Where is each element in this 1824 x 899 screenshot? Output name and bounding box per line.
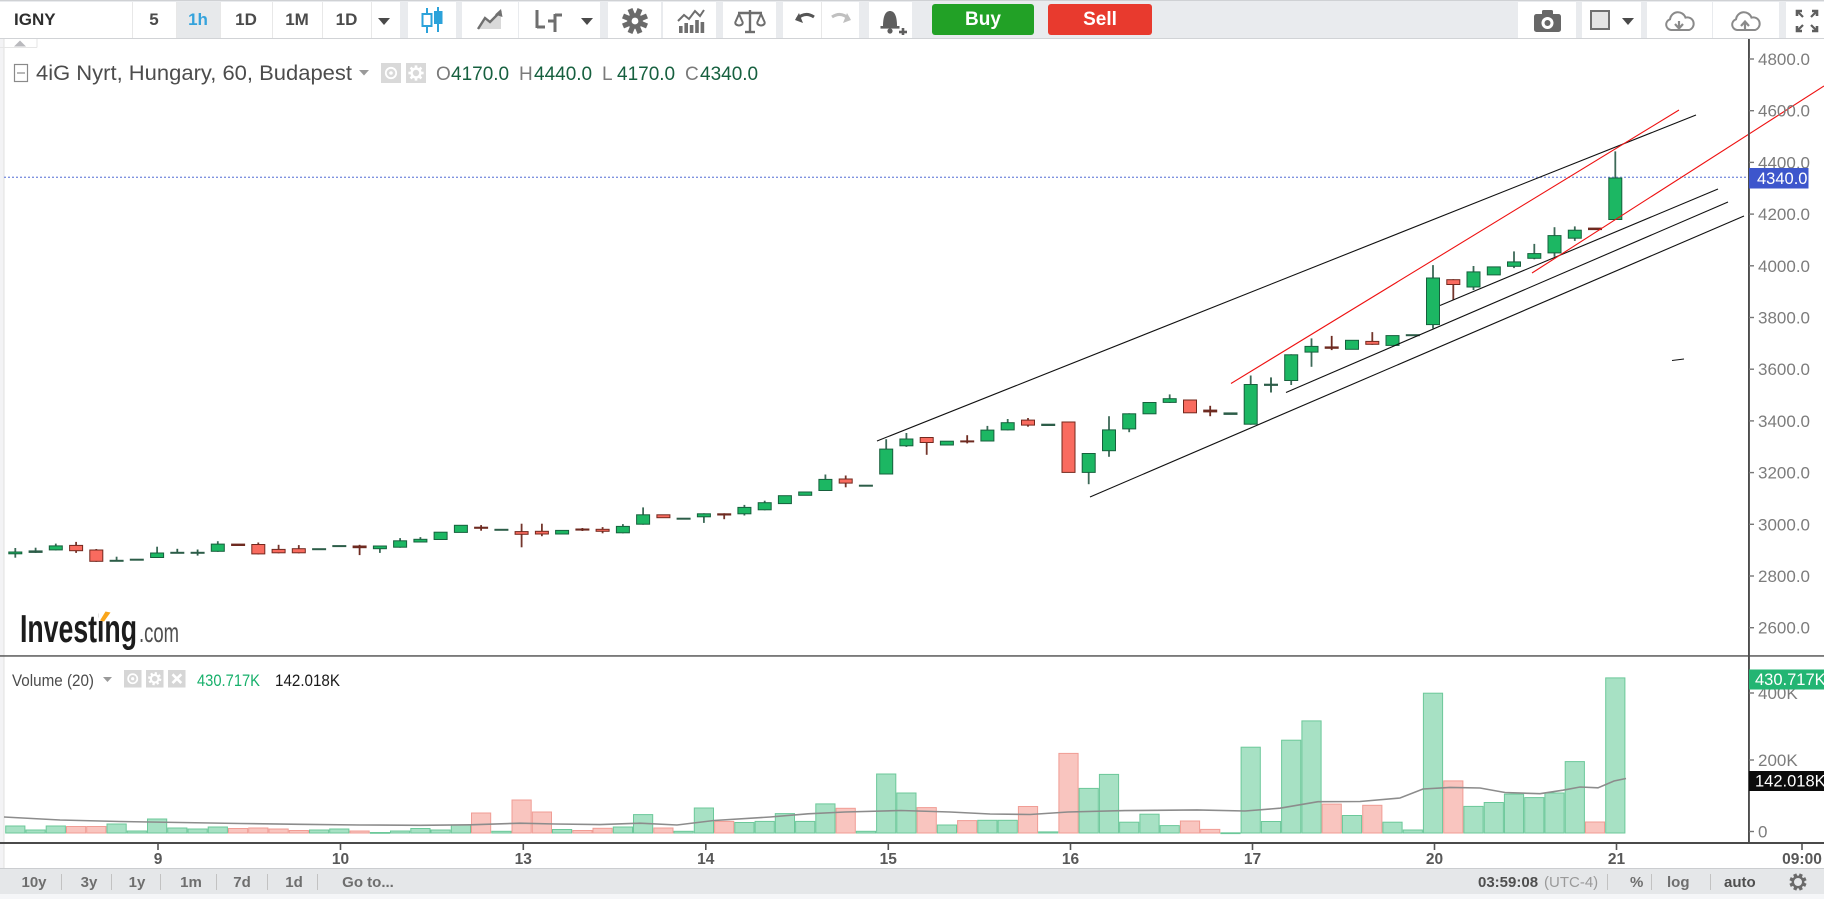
svg-text:4340.0: 4340.0 (1757, 170, 1807, 188)
svg-text:.com: .com (139, 617, 179, 648)
svg-text:C: C (685, 64, 699, 85)
svg-text:10: 10 (332, 851, 349, 868)
svg-text:0: 0 (1758, 823, 1767, 842)
svg-text:21: 21 (1608, 851, 1626, 868)
svg-text:142.018K: 142.018K (1755, 773, 1824, 791)
svg-text:13: 13 (515, 851, 533, 868)
svg-text:142.018K: 142.018K (275, 671, 341, 690)
svg-text:430.717K: 430.717K (197, 671, 261, 690)
svg-text:16: 16 (1062, 851, 1080, 868)
svg-text:O: O (436, 64, 451, 85)
svg-text:9: 9 (154, 851, 163, 868)
svg-text:3000.0: 3000.0 (1758, 515, 1810, 534)
svg-text:4200.0: 4200.0 (1758, 205, 1810, 224)
svg-text:200K: 200K (1758, 751, 1798, 770)
svg-text:H: H (519, 64, 533, 85)
svg-text:Volume (20): Volume (20) (12, 671, 94, 690)
svg-text:3800.0: 3800.0 (1758, 309, 1810, 328)
svg-text:4800.0: 4800.0 (1758, 50, 1810, 69)
svg-text:2800.0: 2800.0 (1758, 567, 1810, 586)
svg-text:4400.0: 4400.0 (1758, 153, 1810, 172)
svg-text:3400.0: 3400.0 (1758, 412, 1810, 431)
svg-text:4340.0: 4340.0 (700, 64, 758, 85)
svg-text:15: 15 (880, 851, 898, 868)
svg-text:3600.0: 3600.0 (1758, 360, 1810, 379)
svg-text:4170.0: 4170.0 (617, 64, 675, 85)
svg-text:430.717K: 430.717K (1755, 671, 1824, 689)
svg-text:4600.0: 4600.0 (1758, 102, 1810, 121)
svg-text:L: L (602, 64, 613, 85)
svg-text:3200.0: 3200.0 (1758, 464, 1810, 483)
svg-text:20: 20 (1426, 851, 1443, 868)
svg-text:4170.0: 4170.0 (451, 64, 509, 85)
svg-text:4000.0: 4000.0 (1758, 257, 1810, 276)
svg-text:4iG Nyrt, Hungary, 60, Budapes: 4iG Nyrt, Hungary, 60, Budapest (36, 62, 352, 85)
svg-text:Investing: Investing (20, 608, 137, 651)
svg-text:4440.0: 4440.0 (534, 64, 592, 85)
svg-text:2600.0: 2600.0 (1758, 619, 1810, 638)
svg-text:09:00: 09:00 (1782, 851, 1822, 868)
svg-text:14: 14 (697, 851, 715, 868)
svg-text:17: 17 (1244, 851, 1261, 868)
